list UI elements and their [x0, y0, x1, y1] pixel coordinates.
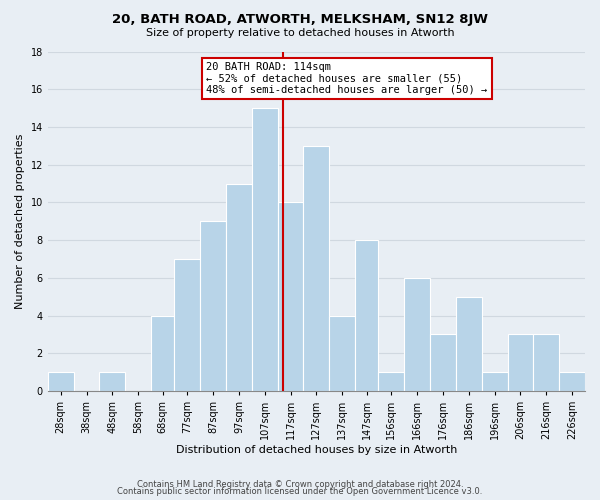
Bar	[226, 184, 252, 391]
Bar	[151, 316, 175, 391]
Y-axis label: Number of detached properties: Number of detached properties	[15, 134, 25, 309]
Text: 20, BATH ROAD, ATWORTH, MELKSHAM, SN12 8JW: 20, BATH ROAD, ATWORTH, MELKSHAM, SN12 8…	[112, 12, 488, 26]
Bar	[508, 334, 533, 391]
X-axis label: Distribution of detached houses by size in Atworth: Distribution of detached houses by size …	[176, 445, 457, 455]
Bar	[404, 278, 430, 391]
Bar	[482, 372, 508, 391]
Bar	[559, 372, 585, 391]
Bar	[304, 146, 329, 391]
Bar	[252, 108, 278, 391]
Text: Size of property relative to detached houses in Atworth: Size of property relative to detached ho…	[146, 28, 454, 38]
Bar	[48, 372, 74, 391]
Bar	[100, 372, 125, 391]
Bar	[430, 334, 456, 391]
Text: 20 BATH ROAD: 114sqm
← 52% of detached houses are smaller (55)
48% of semi-detac: 20 BATH ROAD: 114sqm ← 52% of detached h…	[206, 62, 488, 95]
Bar	[379, 372, 404, 391]
Bar	[175, 259, 200, 391]
Bar	[200, 222, 226, 391]
Bar	[355, 240, 379, 391]
Bar	[329, 316, 355, 391]
Text: Contains public sector information licensed under the Open Government Licence v3: Contains public sector information licen…	[118, 487, 482, 496]
Bar	[533, 334, 559, 391]
Bar	[456, 296, 482, 391]
Bar	[278, 202, 304, 391]
Text: Contains HM Land Registry data © Crown copyright and database right 2024.: Contains HM Land Registry data © Crown c…	[137, 480, 463, 489]
